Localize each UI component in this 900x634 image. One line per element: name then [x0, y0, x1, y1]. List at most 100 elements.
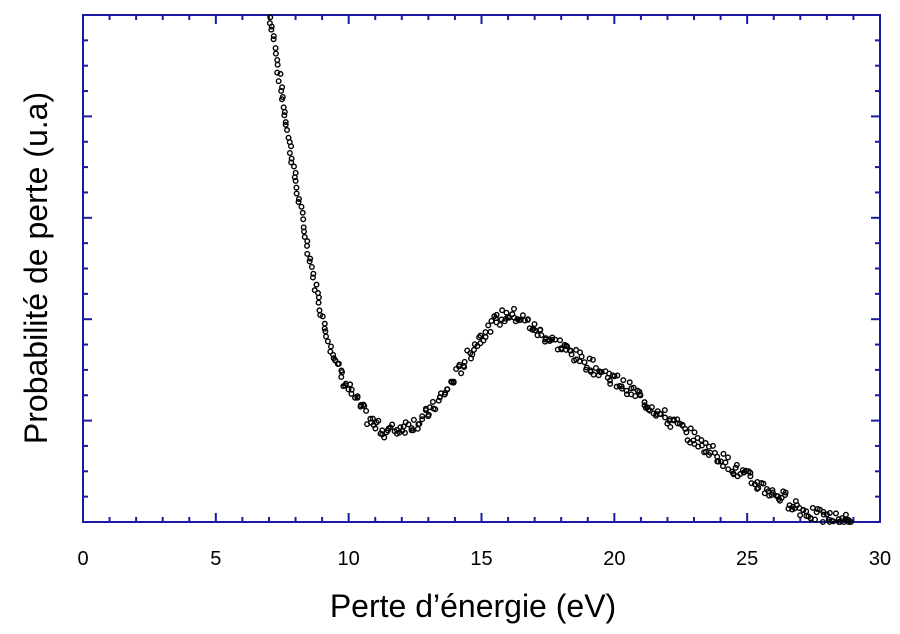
plot-frame: [82, 14, 881, 523]
x-tick-labels: 0 5 10 15 20 25 30: [77, 548, 891, 570]
data-point: [632, 393, 639, 400]
data-point: [698, 437, 705, 444]
data-point: [293, 190, 300, 197]
data-point: [747, 473, 754, 480]
data-point: [531, 321, 538, 328]
data-point: [288, 159, 295, 166]
data-point: [715, 458, 722, 465]
x-tick-label: 15: [470, 548, 492, 570]
data-point: [524, 316, 531, 323]
data-point: [268, 23, 275, 30]
data-point: [307, 255, 314, 262]
data-point: [842, 511, 849, 518]
data-point: [345, 386, 352, 393]
data-point: [304, 250, 311, 257]
data-point: [830, 518, 837, 525]
data-point: [309, 274, 316, 281]
data-point: [733, 461, 740, 468]
data-point: [567, 347, 574, 354]
data-point: [835, 516, 842, 523]
data-point: [471, 346, 478, 353]
data-point: [720, 450, 727, 457]
data-point: [291, 174, 298, 181]
data-point: [332, 357, 339, 364]
data-point: [590, 371, 597, 378]
data-point: [277, 70, 284, 77]
data-point: [306, 258, 313, 265]
data-point: [611, 373, 618, 380]
data-point: [606, 377, 613, 384]
data-point: [419, 413, 426, 420]
data-point: [290, 163, 297, 170]
data-point: [748, 480, 755, 487]
data-point: [760, 480, 767, 487]
data-point: [670, 416, 677, 423]
data-point: [444, 386, 451, 393]
data-point: [499, 307, 506, 314]
data-point: [270, 33, 277, 40]
data-point: [496, 321, 503, 328]
data-point: [288, 143, 295, 150]
data-point: [414, 425, 421, 432]
data-point: [324, 338, 331, 345]
data-point: [826, 509, 833, 516]
data-point: [267, 14, 274, 21]
data-point: [282, 121, 289, 128]
data-point: [321, 325, 328, 332]
data-point: [766, 492, 773, 499]
data-point: [618, 385, 625, 392]
data-point: [568, 351, 575, 358]
data-point: [534, 332, 541, 339]
data-point: [598, 369, 605, 376]
data-point: [648, 404, 655, 411]
data-point: [283, 127, 290, 134]
data-point: [581, 359, 588, 366]
data-point: [429, 398, 436, 405]
data-point: [315, 294, 322, 301]
data-point: [586, 355, 593, 362]
data-point: [607, 380, 614, 387]
data-point: [674, 420, 681, 427]
data-point: [845, 519, 852, 526]
data-point: [375, 417, 382, 424]
data-point: [554, 346, 561, 353]
x-tick-label: 20: [603, 548, 625, 570]
data-point: [304, 242, 311, 249]
x-tick-label: 30: [869, 548, 891, 570]
data-point: [702, 439, 709, 446]
data-point: [361, 403, 368, 410]
data-point: [410, 416, 417, 423]
data-point: [477, 332, 484, 339]
data-point: [620, 377, 627, 384]
data-point: [292, 177, 299, 184]
data-points: [266, 14, 854, 526]
data-point: [722, 459, 729, 466]
data-point: [482, 329, 489, 336]
data-point: [313, 281, 320, 288]
data-point: [310, 270, 317, 277]
data-point: [363, 407, 370, 414]
data-point: [441, 391, 448, 398]
data-point: [280, 104, 287, 111]
data-point: [578, 353, 585, 360]
data-point: [641, 399, 648, 406]
data-point: [425, 413, 432, 420]
data-point: [450, 379, 457, 386]
data-point: [278, 87, 285, 94]
data-point: [614, 372, 621, 379]
data-point: [832, 510, 839, 517]
data-point: [311, 287, 318, 294]
data-point: [803, 508, 810, 515]
data-point: [321, 320, 328, 327]
data-point: [623, 387, 630, 394]
data-point: [800, 507, 807, 514]
data-point: [419, 416, 426, 423]
data-point: [293, 184, 300, 191]
data-point: [542, 335, 549, 342]
data-point: [679, 421, 686, 428]
data-point: [592, 364, 599, 371]
data-point: [626, 379, 633, 386]
data-point: [330, 351, 337, 358]
data-point: [432, 406, 439, 413]
data-point: [714, 453, 721, 460]
